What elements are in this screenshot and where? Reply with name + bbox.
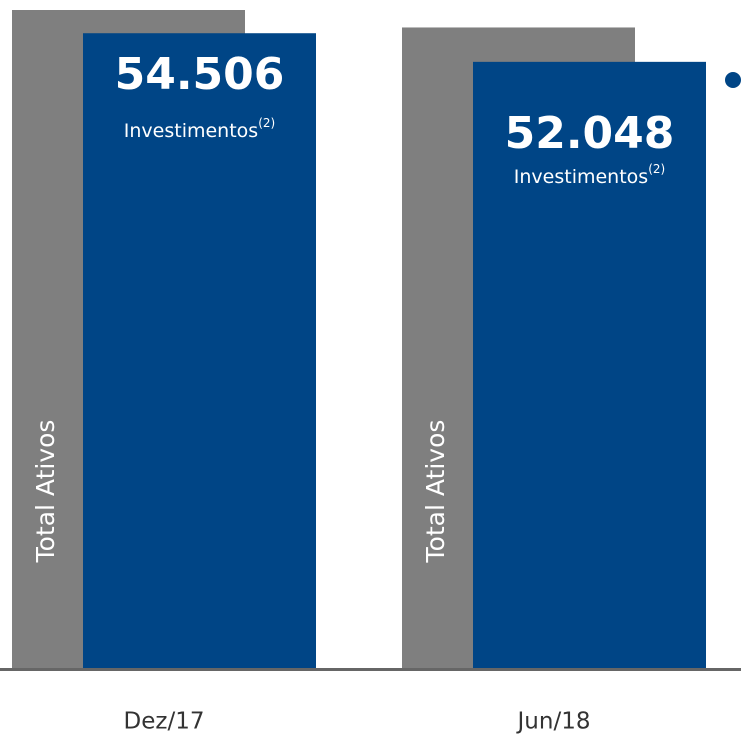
series-label: Investimentos(2) xyxy=(124,116,275,142)
bullet xyxy=(725,72,741,88)
footnote: (2) xyxy=(648,161,665,175)
footnote: (2) xyxy=(258,116,275,130)
value-label: 54.506 xyxy=(115,49,285,100)
series-label: Investimentos(2) xyxy=(514,161,665,187)
value-label: 52.048 xyxy=(505,108,675,159)
series-name: Investimentos xyxy=(514,165,648,187)
series-label: Total Ativos xyxy=(421,420,450,564)
x-tick-label: Dez/17 xyxy=(124,709,205,735)
series-label: Total Ativos xyxy=(31,420,60,564)
x-tick-label: Jun/18 xyxy=(516,709,591,735)
series-name: Investimentos xyxy=(124,120,258,142)
bar xyxy=(473,61,706,668)
bar xyxy=(83,33,316,668)
